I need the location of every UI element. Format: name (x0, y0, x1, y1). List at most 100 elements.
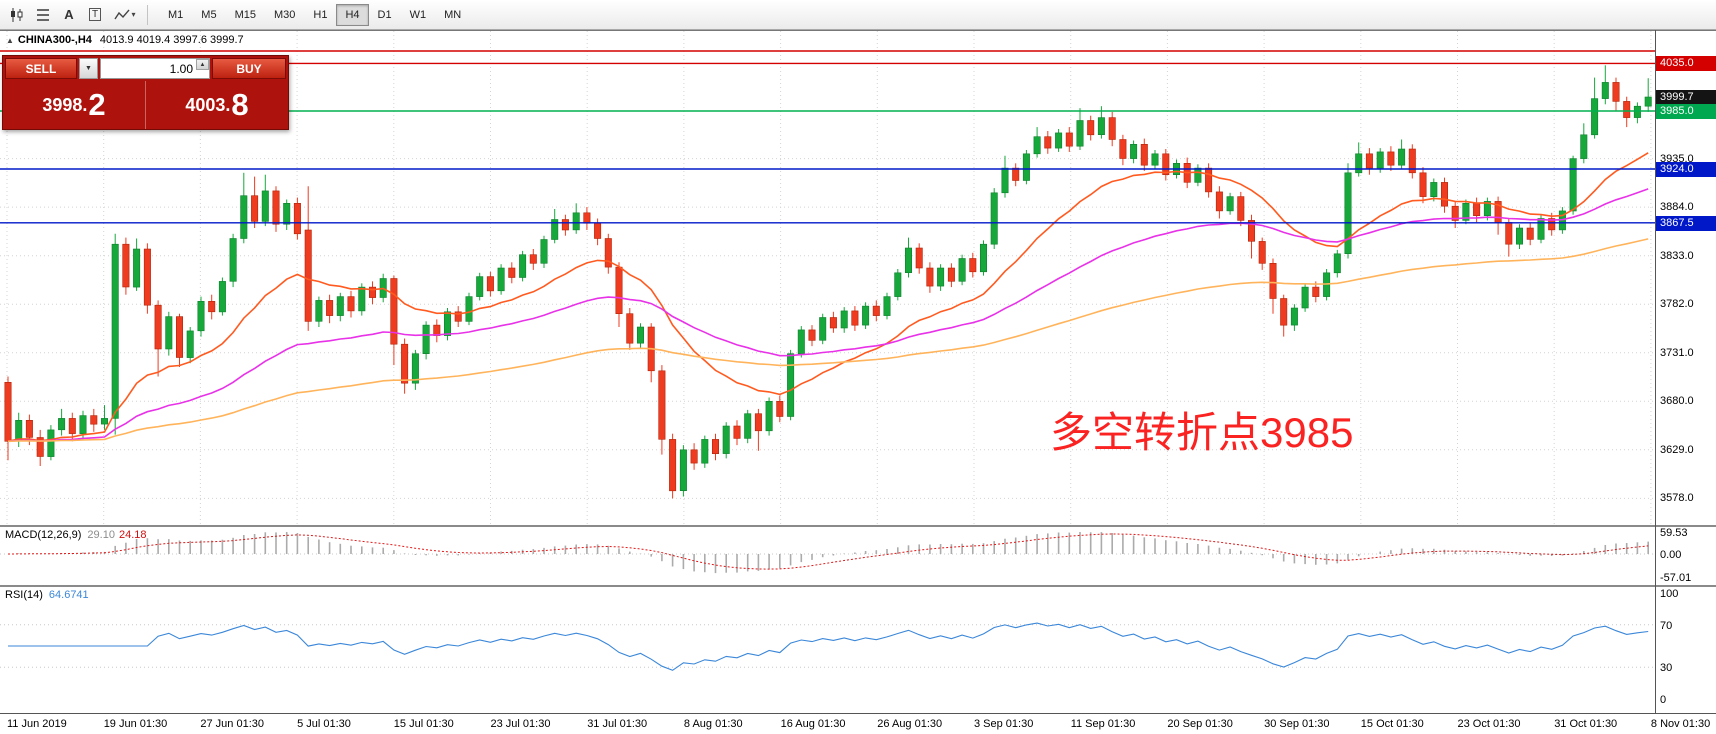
timeframe-group: M1 M5 M15 M30 H1 H4 D1 W1 MN (159, 3, 470, 26)
trade-panel-prices: 3998. 2 4003. 8 (3, 81, 288, 129)
time-axis-label: 30 Sep 01:30 (1264, 718, 1330, 730)
timeframe-w1[interactable]: W1 (409, 8, 427, 21)
time-axis[interactable]: 11 Jun 2019 19 Jun 01:30 27 Jun 01:30 5 Jul… (0, 713, 1716, 734)
time-axis-label: 11 Sep 01:30 (1070, 718, 1136, 730)
price-axis-label: 3731.0 (1660, 346, 1694, 359)
price-axis-column: 3935.0 3884.0 3833.0 3782.0 3731.0 3680.0 3629… (1655, 30, 1716, 713)
price-badge: 3999.7 (1656, 89, 1716, 105)
price-axis[interactable]: 3935.0 3884.0 3833.0 3782.0 3731.0 3680.0 3629… (1656, 30, 1716, 527)
macd-name: MACD(12,26,9) (5, 529, 82, 541)
sell-price-main: 3998. (42, 94, 88, 115)
text-box-icon-button[interactable]: T (82, 3, 108, 27)
price-axis-label: 3782.0 (1660, 298, 1694, 311)
timeframe-h1[interactable]: H1 (313, 8, 328, 21)
volume-spinner-up-button[interactable]: ▲ (196, 59, 209, 70)
rsi-name: RSI(14) (5, 589, 43, 601)
volume-dropdown-button[interactable]: ▼ (79, 58, 98, 79)
rsi-chart (0, 587, 1655, 713)
time-axis-label: 15 Oct 01:30 (1360, 718, 1424, 730)
price-badge: 4035.0 (1656, 56, 1716, 72)
time-axis-label: 26 Aug 01:30 (877, 718, 943, 730)
macd-pane[interactable]: MACD(12,26,9) 29.10 24.18 (0, 527, 1655, 587)
sell-price[interactable]: 3998. 2 (3, 81, 145, 129)
text-box-icon: T (88, 8, 102, 21)
candlestick-chart-icon-button[interactable] (4, 3, 30, 27)
sell-button[interactable]: SELL (5, 58, 77, 79)
toolbar-separator (147, 4, 148, 25)
rsi-value: 64.6741 (48, 589, 89, 601)
bar-chart-icon (37, 8, 49, 21)
main-chart-pane[interactable]: ▲ CHINA300-,H4 4013.9 4019.4 3997.6 3999.7… (0, 30, 1655, 527)
time-axis-label: 31 Oct 01:30 (1554, 718, 1618, 730)
timeframe-m1[interactable]: M1 (168, 8, 184, 21)
time-axis-label: 5 Jul 01:30 (297, 718, 351, 730)
plot-column: ▲ CHINA300-,H4 4013.9 4019.4 3997.6 3999.7… (0, 30, 1655, 713)
price-axis-label: 3578.0 (1660, 492, 1694, 505)
price-axis-label: 3833.0 (1660, 249, 1694, 262)
rsi-axis-label: 0 (1660, 694, 1667, 706)
time-axis-label: 3 Sep 01:30 (974, 718, 1034, 730)
macd-chart (0, 527, 1655, 585)
expand-arrow-icon[interactable]: ▲ (6, 36, 14, 45)
time-axis-label: 20 Sep 01:30 (1167, 718, 1233, 730)
candlestick-chart[interactable] (0, 31, 1655, 525)
price-axis-label: 3680.0 (1660, 395, 1694, 408)
symbol-name: CHINA300-,H4 (17, 34, 92, 46)
timeframe-mn[interactable]: MN (444, 8, 462, 21)
rsi-axis: 100 70 30 0 (1656, 587, 1716, 713)
macd-axis-label: -57.01 (1660, 571, 1692, 584)
buy-price-big-digit: 8 (231, 86, 249, 122)
volume-control: ▲ (100, 58, 210, 79)
candlestick-chart-icon (11, 7, 23, 22)
rsi-pane[interactable]: RSI(14) 64.6741 (0, 587, 1655, 713)
timeframe-m30[interactable]: M30 (273, 8, 296, 21)
price-axis-label: 3884.0 (1660, 201, 1694, 214)
time-axis-label: 8 Nov 01:30 (1650, 718, 1711, 730)
trade-panel-controls: SELL ▼ ▲ BUY (3, 56, 288, 81)
price-badge: 3985.0 (1656, 103, 1716, 119)
time-axis-label: 15 Jul 01:30 (393, 718, 454, 730)
time-axis-label: 27 Jun 01:30 (200, 718, 265, 730)
timeframe-m15[interactable]: M15 (234, 8, 256, 21)
chevron-down-icon: ▾ (131, 10, 136, 19)
price-badge: 3867.5 (1656, 215, 1716, 231)
rsi-axis-label: 100 (1660, 588, 1679, 600)
sell-price-big-digit: 2 (88, 86, 106, 122)
timeframe-h4[interactable]: H4 (336, 3, 369, 26)
time-axis-label: 23 Oct 01:30 (1457, 718, 1521, 730)
macd-axis: 59.53 0.00 -57.01 (1656, 527, 1716, 587)
time-axis-label: 19 Jun 01:30 (103, 718, 168, 730)
chart-annotation: 多空转折点3985 (1050, 409, 1354, 456)
bar-chart-icon-button[interactable] (30, 3, 56, 27)
macd-main-value: 29.10 (87, 529, 115, 541)
buy-button[interactable]: BUY (212, 58, 286, 79)
price-badge: 3924.0 (1656, 162, 1716, 178)
chart-workspace: ▲ CHINA300-,H4 4013.9 4019.4 3997.6 3999.7… (0, 30, 1716, 713)
drawing-tools-icon (114, 9, 131, 19)
text-label-icon-button[interactable]: A (56, 3, 82, 27)
price-axis-label: 3935.0 (1660, 152, 1694, 165)
buy-price[interactable]: 4003. 8 (145, 81, 288, 129)
drawing-tools-icon-button[interactable]: ▾ (108, 3, 142, 27)
one-click-trade-panel: SELL ▼ ▲ BUY 3998. 2 (2, 55, 289, 130)
volume-input[interactable] (100, 58, 210, 79)
macd-label: MACD(12,26,9) 29.10 24.18 (5, 529, 146, 541)
macd-axis-label: 0.00 (1660, 549, 1682, 561)
text-label-icon: A (64, 7, 74, 22)
toolbar: A T ▾ M1 M5 M15 M30 H1 H4 D1 W1 MN (0, 0, 1716, 30)
time-axis-label: 8 Aug 01:30 (683, 718, 743, 730)
buy-price-main: 4003. (185, 94, 231, 115)
macd-signal-value: 24.18 (118, 529, 147, 541)
time-axis-label: 23 Jul 01:30 (490, 718, 551, 730)
rsi-axis-label: 30 (1660, 662, 1673, 675)
time-axis-label: 16 Aug 01:30 (780, 718, 846, 730)
timeframe-m5[interactable]: M5 (201, 8, 217, 21)
price-axis-label: 3629.0 (1660, 443, 1694, 456)
symbol-ohlc-values: 4013.9 4019.4 3997.6 3999.7 (99, 34, 244, 46)
macd-axis-label: 59.53 (1660, 527, 1688, 539)
rsi-axis-label: 70 (1660, 619, 1673, 632)
timeframe-d1[interactable]: D1 (377, 8, 392, 21)
symbol-info: ▲ CHINA300-,H4 4013.9 4019.4 3997.6 3999.7 (6, 34, 244, 46)
rsi-label: RSI(14) 64.6741 (5, 589, 89, 601)
